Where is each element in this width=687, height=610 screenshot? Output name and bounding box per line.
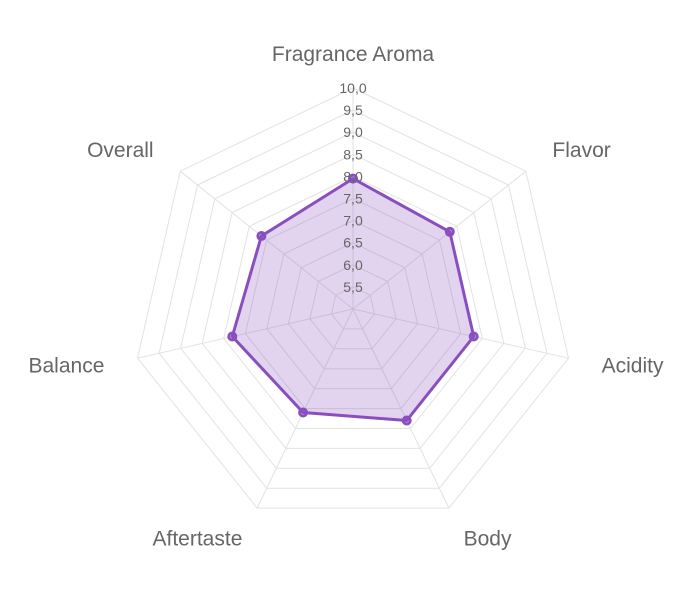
grid-ring-9: [158, 109, 548, 489]
grid-ring-5: [244, 197, 462, 410]
axis-label-fragrance-aroma: Fragrance Aroma: [272, 43, 435, 66]
tick-label: 8,5: [343, 146, 363, 162]
radar-tick-labels: 5,5 6,0 6,5 7,0 7,5 8,0 8,5 9,0 9,5 10,0: [339, 80, 366, 295]
tick-label: 6,0: [343, 257, 363, 273]
radar-grid: [136, 87, 570, 509]
spoke-3: [352, 308, 569, 359]
grid-ring-3: [287, 242, 419, 370]
tick-label: 5,5: [343, 279, 363, 295]
grid-ring-6: [223, 175, 483, 429]
axis-label-body: Body: [464, 528, 512, 551]
axis-label-overall: Overall: [87, 139, 154, 162]
data-point-aftertaste[interactable]: [298, 407, 309, 418]
axis-label-balance: Balance: [29, 355, 105, 378]
tick-label: 9,5: [343, 102, 363, 118]
axis-label-aftertaste: Aftertaste: [153, 528, 243, 551]
tick-label: 6,5: [343, 235, 363, 251]
axis-label-flavor: Flavor: [552, 139, 610, 162]
data-point-balance[interactable]: [227, 331, 238, 342]
spoke-7: [179, 170, 354, 310]
axis-label-acidity: Acidity: [602, 355, 664, 378]
data-point-acidity[interactable]: [468, 331, 479, 342]
grid-ring-8: [180, 131, 526, 469]
spoke-6: [137, 308, 354, 359]
radar-axis-labels: Fragrance Aroma Flavor Acidity Body Aftertas…: [29, 43, 664, 551]
tick-label: 7,0: [343, 213, 363, 229]
spoke-2: [352, 170, 527, 310]
tick-label: 9,0: [343, 124, 363, 140]
grid-ring-2: [309, 264, 397, 350]
grid-ring-4: [266, 220, 440, 390]
tick-label: 7,5: [343, 191, 363, 207]
data-point-fragrance-aroma[interactable]: [348, 173, 358, 184]
data-point-overall[interactable]: [256, 231, 267, 241]
grid-ring-7: [201, 153, 505, 449]
spoke-4: [352, 308, 450, 509]
radar-series: [227, 173, 479, 426]
tick-label: 8,0: [343, 168, 363, 184]
grid-ring-1: [330, 286, 376, 330]
series-area-1: [230, 177, 476, 422]
grid-ring-10: [136, 87, 570, 509]
data-point-flavor[interactable]: [444, 226, 455, 237]
data-point-body[interactable]: [401, 415, 412, 426]
tick-label: 10,0: [339, 80, 366, 96]
